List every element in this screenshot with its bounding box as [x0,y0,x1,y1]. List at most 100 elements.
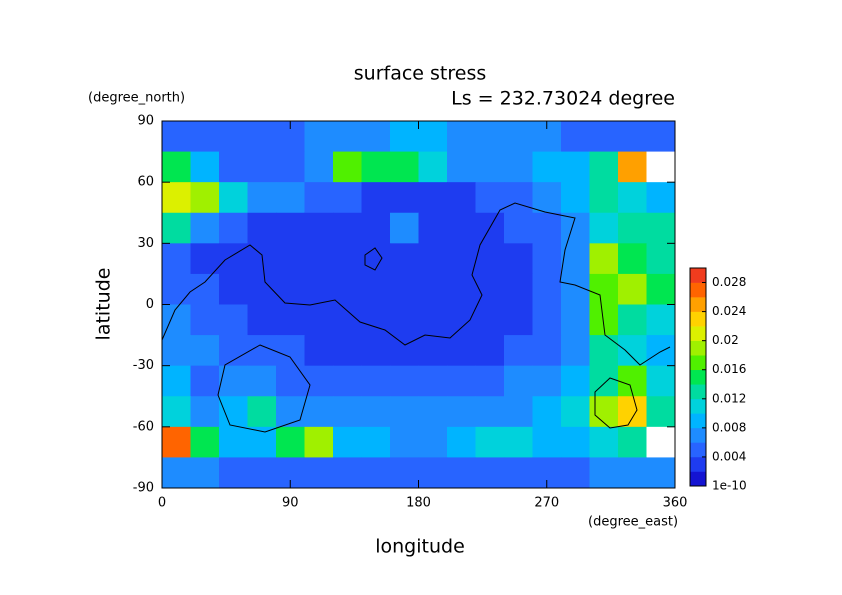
heat-cell [247,457,277,489]
y-tick-label: 30 [137,236,154,251]
heatmap [162,121,676,489]
heat-cell [618,304,647,336]
heat-cell [504,457,533,489]
heat-cell [361,426,391,458]
heat-cell [276,212,305,244]
heat-cell [646,335,676,367]
colorbar-swatch [690,384,706,400]
colorbar-tick-label: 0.024 [712,304,746,318]
heat-cell [618,273,647,305]
heat-cell [504,426,533,458]
heat-cell [447,304,476,336]
heat-cell [276,335,305,367]
heat-cell [304,121,334,153]
heat-cell [589,121,619,153]
heat-cell [418,121,448,153]
heat-cell [276,304,305,336]
contour-line [217,344,311,433]
heat-cell [418,243,448,275]
heat-cell [447,273,476,305]
heat-cell [475,243,505,275]
heat-cell [475,335,505,367]
heat-cell [532,212,562,244]
colorbar-tick-label: 1e-10 [712,479,747,493]
contour-line [161,202,671,366]
heat-cell [504,335,533,367]
heat-cell [333,121,362,153]
heat-cell [561,396,590,428]
heat-cell [219,121,248,153]
heat-cell [304,426,334,458]
heat-cell [333,335,362,367]
heat-cell [504,151,533,183]
heat-cell [646,121,676,153]
x-tick-label: 90 [282,496,299,511]
heat-cell [561,151,590,183]
heat-cell [361,396,391,428]
heat-cell [333,426,362,458]
heat-cell [418,182,448,214]
heat-cell [162,457,191,489]
heat-cell [361,457,391,489]
heat-cell [333,212,362,244]
heat-cell [475,365,505,397]
heat-cell [390,182,419,214]
heat-cell [418,426,448,458]
heat-cell [219,304,248,336]
colorbar-swatch [690,471,706,487]
heat-cell [162,121,191,153]
heat-cell [162,243,191,275]
heat-cell [219,273,248,305]
heat-cell [418,273,448,305]
heat-cell [361,182,391,214]
heat-cell [618,212,647,244]
heat-cell [504,396,533,428]
heat-cell [247,426,277,458]
x-unit: (degree_east) [588,515,678,530]
heat-cell [589,365,619,397]
heat-cell [418,365,448,397]
y-tick-label: -90 [133,481,154,496]
heat-cell [219,182,248,214]
colorbar-tick-label: 0.004 [712,449,746,463]
heat-cell [361,243,391,275]
heat-cell [219,335,248,367]
heat-cell [475,396,505,428]
heat-cell [504,273,533,305]
heat-cell [361,365,391,397]
heat-cell [589,457,619,489]
heat-cell [589,212,619,244]
heat-cell [333,182,362,214]
colorbar-tick-label: 0.008 [712,420,746,434]
colorbar-swatch [690,311,706,327]
colorbar-swatch [690,340,706,356]
x-tick-label: 180 [406,496,431,511]
heat-cell [618,457,647,489]
heat-cell [390,365,419,397]
contour-line [594,377,638,429]
chart-title: surface stress [354,63,487,85]
heat-cell [618,182,647,214]
colorbar-swatch [690,413,706,429]
heat-cell [618,426,647,458]
heat-cell [247,212,277,244]
heat-cell [447,151,476,183]
heat-cell [646,243,676,275]
heat-cell [333,457,362,489]
heat-cell [418,212,448,244]
heat-cell [390,151,419,183]
heat-cell [589,182,619,214]
heat-cell [162,212,191,244]
colorbar-swatch [690,427,706,443]
heat-cell [247,335,277,367]
y-tick-label: 60 [137,175,154,190]
heat-cell [390,121,419,153]
heat-cell [504,304,533,336]
heat-cell [333,243,362,275]
colorbar-swatch [690,369,706,385]
heat-cell [390,304,419,336]
heat-cell [646,212,676,244]
heat-cell [589,335,619,367]
heat-cell [646,273,676,305]
heat-cell [361,273,391,305]
